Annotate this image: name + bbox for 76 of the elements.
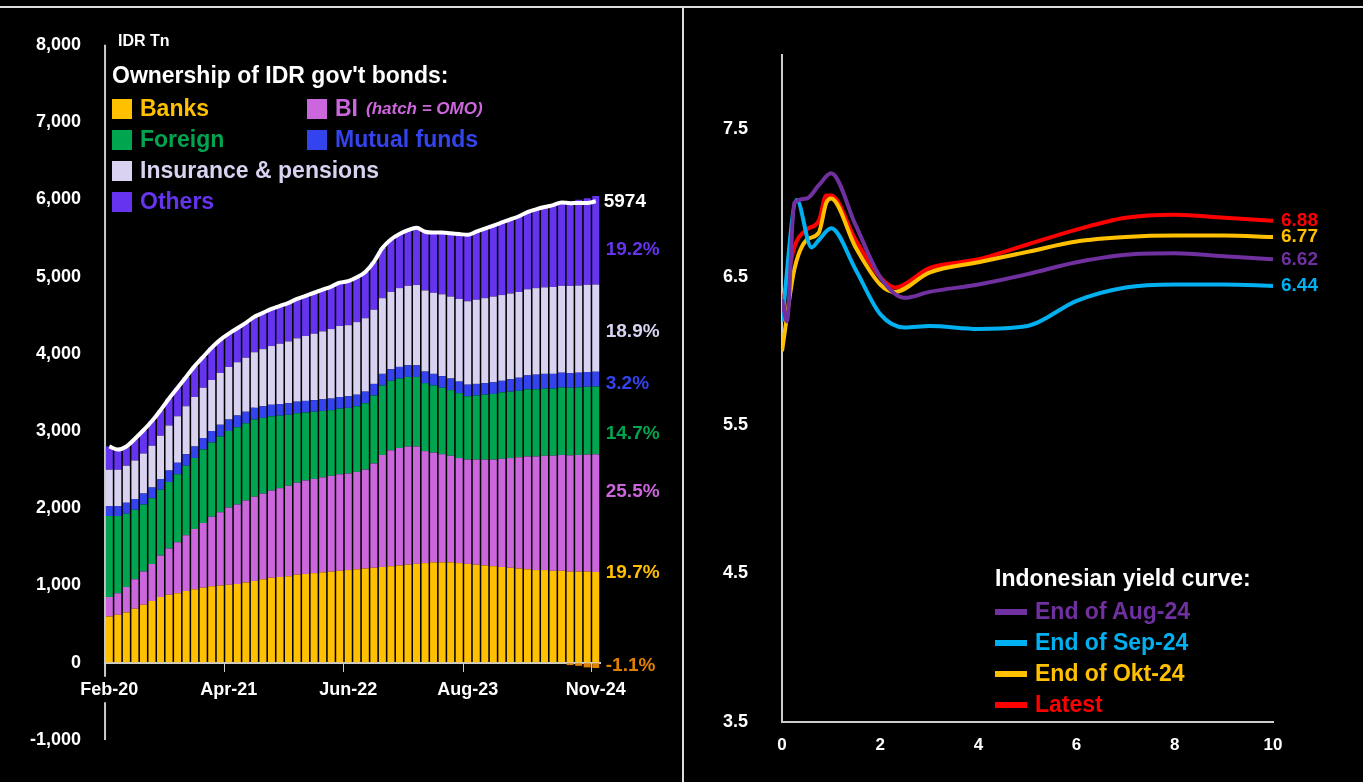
bar xyxy=(285,576,293,663)
x-tick-label: Aug-23 xyxy=(437,678,499,699)
annotation: 14.7% xyxy=(605,422,660,444)
y-axis-title: IDR Tn xyxy=(118,32,170,50)
y-tick-label: 8,000 xyxy=(35,33,82,54)
bar xyxy=(541,373,549,389)
line-series xyxy=(782,171,1273,324)
bar xyxy=(157,435,165,479)
data-label: 6.44 xyxy=(1281,274,1319,296)
x-tick-label: Nov-24 xyxy=(565,678,626,699)
line-series xyxy=(782,196,1273,354)
legend-label: BI xyxy=(335,95,358,122)
bar xyxy=(285,302,293,342)
legend-label: Latest xyxy=(1035,691,1103,718)
bar xyxy=(413,365,421,377)
x-tick-label: Jun-22 xyxy=(319,678,378,699)
legend-label: End of Aug-24 xyxy=(1035,598,1191,625)
legend-title: Indonesian yield curve: xyxy=(995,565,1252,592)
bar xyxy=(413,563,421,663)
y-tick-label: 4,000 xyxy=(35,342,82,363)
y-tick-label: 3.5 xyxy=(722,710,749,731)
bar xyxy=(157,555,165,598)
y-tick-label: 2,000 xyxy=(35,497,82,518)
x-tick-label: 0 xyxy=(777,735,787,755)
x-tick-label: 2 xyxy=(875,735,885,755)
annotation: 18.9% xyxy=(605,319,660,341)
legend-label: Others xyxy=(140,188,215,215)
legend-label: End of Okt-24 xyxy=(1035,660,1185,687)
bar xyxy=(413,285,421,366)
y-tick-label: 7,000 xyxy=(35,111,82,132)
y-tick-label: 7.5 xyxy=(722,117,749,138)
line-series xyxy=(782,198,1273,331)
annotation: -1.1% xyxy=(605,653,656,675)
annotation: 19.7% xyxy=(605,560,660,582)
x-tick-label: Feb-20 xyxy=(80,678,139,699)
legend-label: End of Sep-24 xyxy=(1035,629,1189,656)
x-tick-label: 6 xyxy=(1071,735,1082,755)
bar xyxy=(157,489,165,556)
y-tick-label: 3,000 xyxy=(35,419,82,440)
y-tick-label: 5.5 xyxy=(722,414,749,435)
annotation: 25.5% xyxy=(605,479,660,501)
data-label: 5974 xyxy=(603,189,647,211)
bar xyxy=(157,597,165,663)
y-tick-label: 4.5 xyxy=(722,562,749,583)
legend-label: Mutual funds xyxy=(335,126,479,153)
bar xyxy=(413,376,421,447)
bar xyxy=(285,341,293,404)
legend-label: Banks xyxy=(140,95,210,122)
legend-title: Ownership of IDR gov't bonds: xyxy=(112,62,450,89)
bar xyxy=(413,227,421,286)
bar xyxy=(285,403,293,415)
y-tick-label: 1,000 xyxy=(35,574,82,595)
y-tick-label: 6.5 xyxy=(722,266,749,287)
legend-label: Foreign xyxy=(140,126,225,153)
y-tick-label: 5,000 xyxy=(35,265,82,286)
bar xyxy=(285,414,293,486)
data-label: 6.62 xyxy=(1281,247,1318,269)
annotation: 3.2% xyxy=(605,372,650,394)
y-tick-label: -1,000 xyxy=(29,728,82,749)
bar xyxy=(157,478,165,490)
bar xyxy=(541,287,549,374)
bar xyxy=(541,207,549,288)
bar xyxy=(541,455,549,571)
legend-label: Insurance & pensions xyxy=(140,157,380,184)
bar xyxy=(285,485,293,577)
y-tick-label: 6,000 xyxy=(35,188,82,209)
bar xyxy=(413,446,421,564)
bar xyxy=(541,388,549,456)
annotation: 19.2% xyxy=(605,237,660,259)
x-tick-label: 8 xyxy=(1170,735,1180,755)
x-tick-label: Apr-21 xyxy=(200,678,258,699)
bar xyxy=(541,570,549,663)
y-tick-label: 0 xyxy=(71,651,82,672)
x-tick-label: 4 xyxy=(973,735,984,755)
x-tick-label: 10 xyxy=(1263,735,1283,755)
annotation: (hatch = OMO) xyxy=(366,98,483,119)
